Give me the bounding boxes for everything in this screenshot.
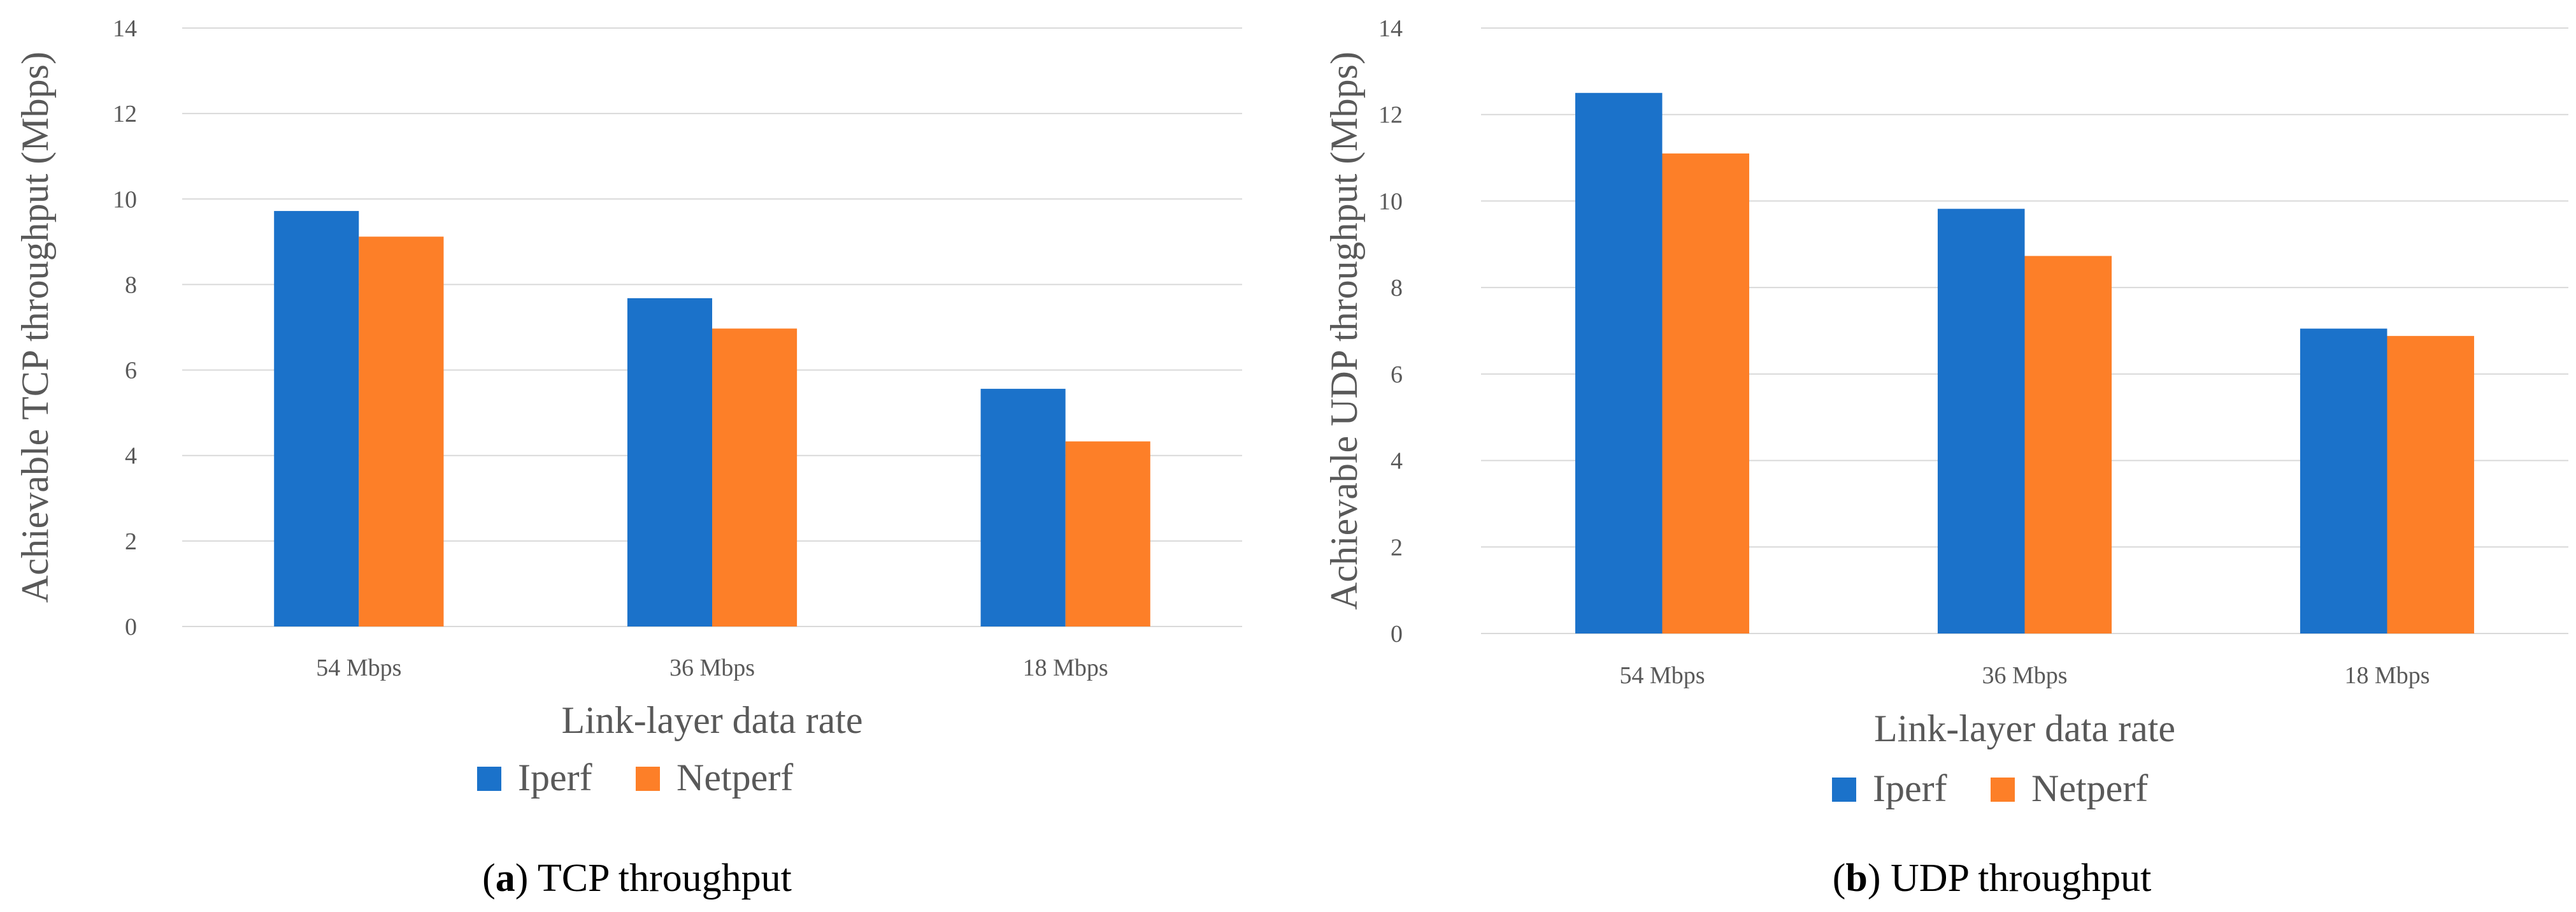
caption-text: UDP throughput — [1891, 857, 2151, 900]
bar-netperf-2 — [2024, 256, 2112, 633]
y-tick-label: 10 — [1378, 188, 1403, 215]
bar-netperf-3 — [1065, 441, 1150, 626]
y-tick-label: 6 — [125, 358, 137, 384]
x-tick-label: 54 Mbps — [1619, 662, 1705, 689]
caption-text: TCP throughput — [538, 857, 792, 900]
legend-swatch-netperf — [636, 767, 660, 791]
panel-caption: (a) TCP throughput — [482, 857, 792, 900]
y-tick-label: 12 — [1378, 102, 1403, 129]
caption-letter: a — [496, 857, 515, 900]
y-tick-label: 14 — [113, 15, 137, 42]
y-tick-label: 12 — [113, 101, 137, 127]
y-tick-label: 0 — [1391, 621, 1403, 648]
legend-swatch-netperf — [1991, 778, 2015, 802]
y-tick-label: 4 — [1391, 448, 1403, 475]
bar-netperf-2 — [712, 328, 798, 626]
x-axis-title: Link-layer data rate — [1874, 707, 2175, 749]
legend-label-iperf: Iperf — [518, 756, 592, 799]
y-tick-label: 6 — [1391, 361, 1403, 388]
bar-iperf-3 — [2300, 328, 2387, 633]
legend: Iperf Netperf — [1832, 767, 2148, 809]
x-tick-label: 36 Mbps — [669, 655, 755, 681]
y-axis-title: Achievable UDP throughput (Mbps) — [1323, 52, 1365, 610]
legend-swatch-iperf — [1832, 778, 1856, 802]
x-axis-title: Link-layer data rate — [561, 699, 862, 741]
caption-paren-close: ) — [1868, 857, 1891, 900]
legend-swatch-iperf — [477, 767, 501, 791]
bar-iperf-3 — [980, 389, 1066, 626]
caption-paren-open: ( — [482, 857, 496, 900]
y-tick-label: 2 — [1391, 534, 1403, 561]
bar-netperf-1 — [359, 236, 444, 626]
legend: Iperf Netperf — [477, 756, 793, 799]
y-tick-label: 14 — [1378, 15, 1403, 42]
bar-iperf-1 — [274, 211, 359, 627]
x-tick-label: 18 Mbps — [1023, 655, 1108, 681]
bar-iperf-2 — [1937, 208, 2025, 634]
caption-paren-open: ( — [1833, 857, 1846, 900]
y-axis-title: Achievable TCP throughput (Mbps) — [14, 52, 56, 603]
y-tick-label: 8 — [1391, 275, 1403, 301]
y-tick-label: 8 — [125, 271, 137, 298]
x-tick-label: 36 Mbps — [1982, 662, 2067, 689]
chart-panel-a: 0 2 4 6 8 10 12 14 54 Mbps 36 Mbps 18 Mbps Link-lay… — [14, 15, 1242, 900]
y-tick-label: 0 — [125, 614, 137, 641]
legend-label-netperf: Netperf — [676, 756, 793, 799]
bar-iperf-2 — [627, 298, 712, 626]
bar-iperf-1 — [1575, 92, 1663, 634]
y-tick-label: 2 — [125, 528, 137, 555]
y-tick-label: 4 — [125, 443, 137, 470]
bar-netperf-1 — [1662, 153, 1750, 634]
legend-label-iperf: Iperf — [1873, 767, 1947, 809]
legend-label-netperf: Netperf — [2031, 767, 2148, 809]
x-tick-label: 18 Mbps — [2344, 662, 2429, 689]
caption-paren-close: ) — [515, 857, 538, 900]
x-tick-label: 54 Mbps — [316, 655, 401, 681]
caption-letter: b — [1845, 857, 1867, 900]
chart-panel-b: 0 2 4 6 8 10 12 14 54 Mbps 36 Mbps 18 Mbps Link-lay… — [1323, 15, 2568, 900]
y-tick-label: 10 — [113, 186, 137, 213]
bar-netperf-3 — [2387, 336, 2475, 633]
panel-caption: (b) UDP throughput — [1833, 857, 2152, 900]
